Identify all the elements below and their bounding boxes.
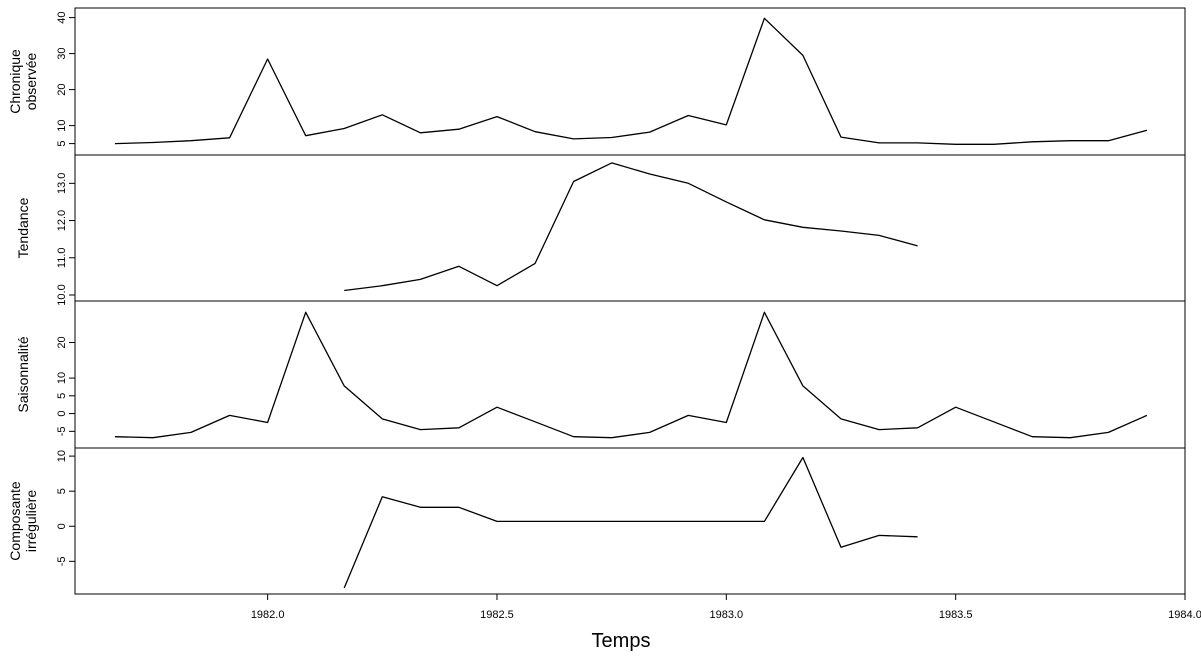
y-axis-title: observée [23,52,39,110]
x-axis-title: Temps [592,630,651,652]
x-tick-label: 1982.5 [480,609,514,621]
panel-frame [74,447,1186,595]
y-tick-label: 40 [56,11,68,23]
panel-frame [74,300,1186,449]
panels-group: 5 10 20 30 40 Chronique observée 10.0 11.0 12.0 13… [7,7,1186,595]
y-tick-label: -5 [56,556,68,566]
y-tick-label: 5 [56,141,68,147]
y-axis-title: Composante [7,481,23,561]
panel-frame [74,154,1186,302]
y-tick-label: 12.0 [56,210,68,231]
panel-trend: 10.0 11.0 12.0 13.0 Tendance [15,154,1186,306]
y-tick-label: 10 [56,372,68,384]
series-line-trend [344,162,918,292]
y-tick-label: 20 [56,336,68,348]
x-tick-label: 1982.0 [251,609,285,621]
x-tick-label: 1983.5 [939,609,973,621]
y-tick-label: 10 [56,119,68,131]
series-line-observed [114,17,1148,145]
y-tick-label: 13.0 [56,173,68,194]
y-tick-label: 5 [56,488,68,494]
y-axis-title: Saisonnalité [15,336,31,412]
y-tick-label: 10 [56,450,68,462]
y-tick-label: -5 [56,426,68,436]
y-axis-title: Tendance [15,197,31,258]
panel-irregular: -5 0 5 10 Composante irrégulière [7,447,1186,595]
x-axis: 1982.0 1982.5 1983.0 1983.5 1984.0 [251,594,1201,621]
y-axis-title: Chronique [7,49,23,114]
y-tick-label: 30 [56,47,68,59]
y-tick-label: 0 [56,411,68,417]
y-tick-label: 10.0 [56,284,68,305]
series-line-seasonal [114,311,1148,439]
panel-frame [74,7,1186,156]
series-line-irregular [343,456,918,589]
y-tick-label: 11.0 [56,247,68,268]
y-tick-label: 20 [56,83,68,95]
y-tick-label: 5 [56,393,68,399]
x-tick-label: 1984.0 [1168,609,1201,621]
y-tick-label: 0 [56,523,68,529]
panel-observed: 5 10 20 30 40 Chronique observée [7,7,1186,156]
panel-seasonal: -5 0 5 10 20 Saisonnalité [15,300,1186,449]
x-tick-label: 1983.0 [709,609,743,621]
y-axis-title: irrégulière [23,490,39,552]
